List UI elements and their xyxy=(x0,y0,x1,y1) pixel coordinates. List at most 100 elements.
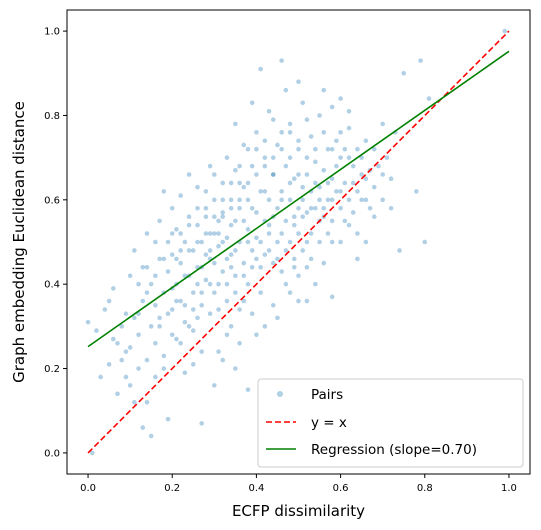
scatter-point xyxy=(371,184,377,190)
scatter-point xyxy=(418,58,423,63)
scatter-point xyxy=(346,222,352,228)
scatter-point xyxy=(300,214,306,219)
scatter-point xyxy=(233,290,238,295)
scatter-point xyxy=(169,332,175,338)
scatter-point xyxy=(262,163,268,169)
scatter-point xyxy=(94,328,99,333)
scatter-point xyxy=(237,163,242,169)
scatter-point xyxy=(254,332,259,338)
scatter-point xyxy=(220,180,226,186)
scatter-point xyxy=(186,172,192,177)
scatter-point xyxy=(384,155,390,160)
scatter-point xyxy=(203,231,209,236)
scatter-point xyxy=(304,155,310,160)
scatter-point xyxy=(136,366,141,371)
scatter-point xyxy=(291,222,297,228)
scatter-point xyxy=(291,265,297,270)
scatter-point xyxy=(161,189,167,194)
scatter-point xyxy=(212,290,217,295)
scatter-point xyxy=(169,252,175,257)
scatter-point xyxy=(224,155,230,160)
scatter-point xyxy=(224,298,230,304)
scatter-point xyxy=(346,155,352,160)
scatter-point xyxy=(359,172,364,177)
scatter-point xyxy=(212,172,217,177)
scatter-point xyxy=(102,307,108,312)
scatter-point xyxy=(308,134,314,139)
scatter-point xyxy=(300,100,306,106)
scatter-point xyxy=(212,231,217,236)
scatter-point xyxy=(270,302,276,308)
scatter-point xyxy=(123,374,129,380)
scatter-point xyxy=(237,307,242,312)
scatter-point xyxy=(132,248,137,253)
scatter-point xyxy=(233,121,238,127)
scatter-point xyxy=(296,273,301,279)
scatter-point xyxy=(283,163,289,169)
scatter-point xyxy=(350,210,356,215)
scatter-point xyxy=(178,298,183,304)
scatter-point xyxy=(355,256,360,262)
scatter-point xyxy=(291,214,297,219)
scatter-point xyxy=(321,260,327,266)
scatter-point xyxy=(216,243,221,249)
scatter-point xyxy=(207,163,213,169)
x-tick-label: 0.0 xyxy=(80,483,96,494)
scatter-point xyxy=(249,100,255,106)
y-tick-label: 0.6 xyxy=(44,195,60,206)
scatter-point xyxy=(216,281,221,287)
scatter-point xyxy=(308,256,314,262)
scatter-point xyxy=(140,298,146,304)
scatter-point xyxy=(304,210,310,215)
scatter-point xyxy=(249,311,255,317)
scatter-point xyxy=(304,172,310,177)
scatter-point xyxy=(89,450,95,456)
scatter-point xyxy=(342,146,348,152)
scatter-point xyxy=(329,239,335,245)
scatter-point xyxy=(220,214,226,219)
scatter-point xyxy=(199,290,204,295)
scatter-point xyxy=(245,146,251,152)
scatter-point xyxy=(254,172,259,177)
scatter-point xyxy=(422,239,428,245)
scatter-point xyxy=(174,336,179,342)
scatter-point xyxy=(199,302,204,308)
scatter-point xyxy=(106,298,112,304)
scatter-point xyxy=(169,205,175,211)
scatter-point xyxy=(127,345,133,350)
scatter-point xyxy=(182,273,188,279)
scatter-point xyxy=(195,281,200,287)
scatter-point xyxy=(144,265,150,270)
scatter-point xyxy=(136,281,141,287)
scatter-point xyxy=(157,256,162,262)
scatter-point xyxy=(245,387,251,392)
scatter-point xyxy=(359,197,364,203)
scatter-point xyxy=(367,205,373,211)
scatter-point xyxy=(371,146,377,152)
scatter-point xyxy=(169,231,175,236)
scatter-point xyxy=(144,357,150,363)
scatter-point xyxy=(266,222,272,228)
scatter-point xyxy=(313,159,318,165)
scatter-point xyxy=(237,340,242,346)
x-tick-label: 0.2 xyxy=(164,483,180,494)
scatter-point xyxy=(127,383,133,388)
scatter-point xyxy=(241,260,247,266)
scatter-point xyxy=(140,425,146,430)
scatter-point xyxy=(275,239,280,245)
scatter-point xyxy=(123,311,129,317)
scatter-point xyxy=(115,391,120,397)
scatter-point xyxy=(115,340,120,346)
scatter-point xyxy=(199,239,204,245)
y-tick-label: 0.8 xyxy=(44,111,60,122)
scatter-point xyxy=(275,205,280,211)
scatter-point xyxy=(287,239,293,245)
scatter-point xyxy=(317,239,322,245)
legend: Pairs y = x Regression (slope=0.70) xyxy=(257,378,524,468)
scatter-point xyxy=(228,252,234,257)
scatter-point xyxy=(325,180,331,186)
x-tick-label: 1.0 xyxy=(501,483,517,494)
scatter-point xyxy=(182,239,188,245)
scatter-point xyxy=(376,163,381,169)
scatter-point xyxy=(283,248,289,253)
